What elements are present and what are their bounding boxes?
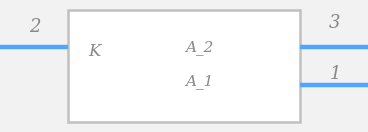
Text: 3: 3 [329,14,341,32]
Text: A_1: A_1 [185,75,213,89]
Bar [68,10,300,122]
Text: A_2: A_2 [185,41,213,55]
Text: 1: 1 [329,65,341,83]
Text: K: K [88,44,100,60]
Text: 2: 2 [29,18,41,36]
